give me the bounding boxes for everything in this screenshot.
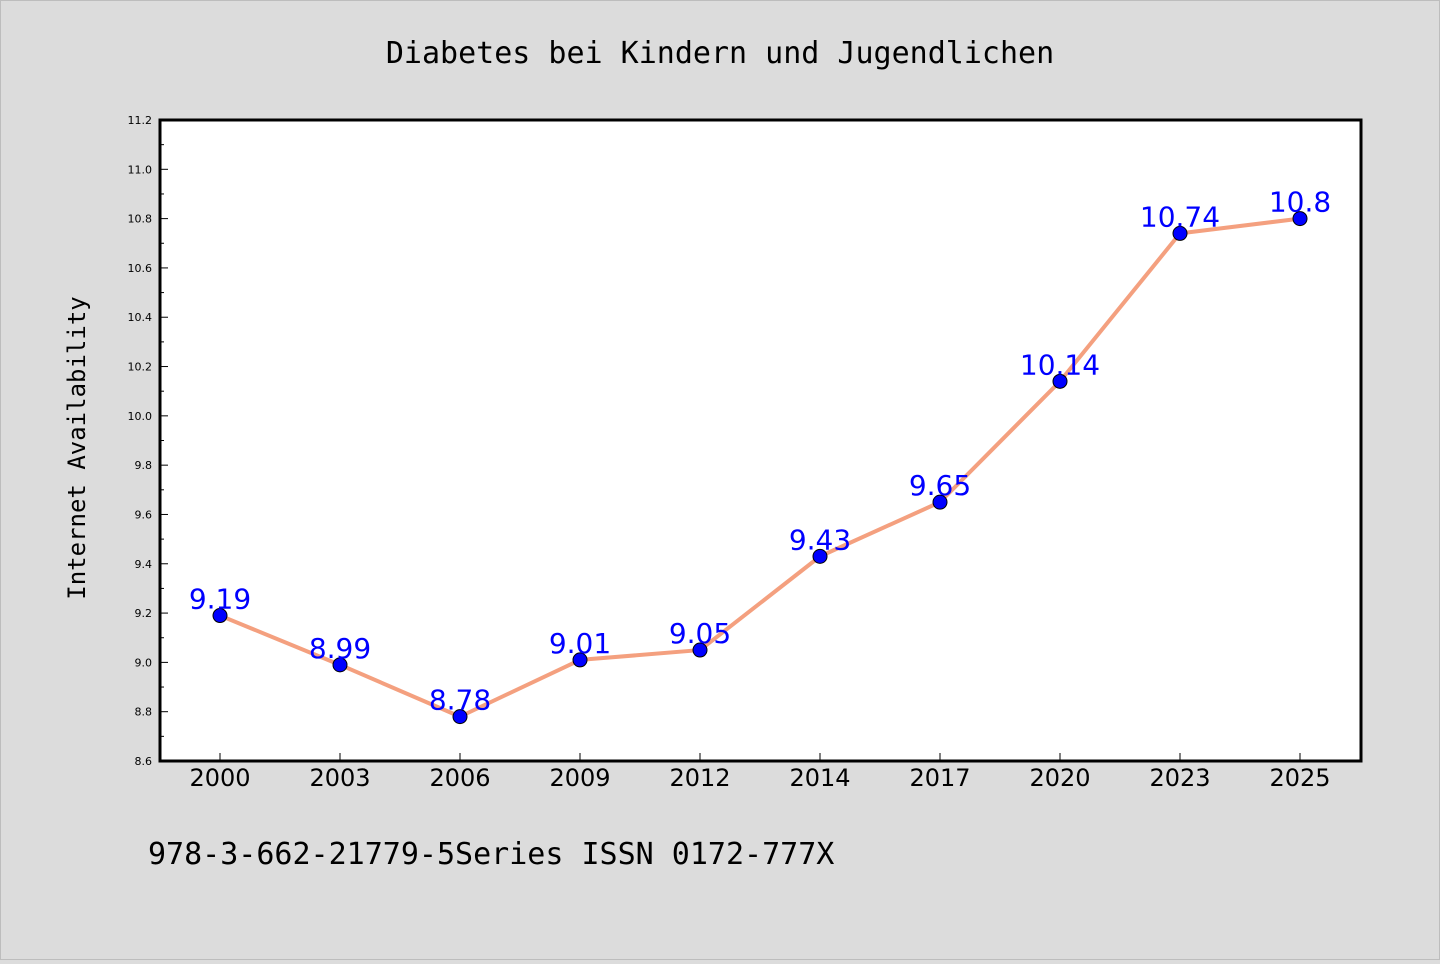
x-tick-label: 2009 [549,764,610,792]
y-axis: 8.6 8.8 9.0 9.2 9.4 9.6 9.8 10.0 10.2 10.4 10.6 10.… [128,114,168,768]
data-point-marker [212,608,228,624]
series-markers [212,211,1308,725]
series-line-segment [1178,216,1302,236]
x-tick-label: 2006 [429,764,490,792]
x-tick-label: 2023 [1149,764,1210,792]
data-point-marker [1172,225,1188,241]
data-labels: 9.19 8.99 8.78 9.01 9.05 9.43 9.65 10.14 10.74 10… [189,186,1331,717]
data-point-marker [572,652,588,668]
data-point-label: 9.05 [669,617,731,650]
y-tick-label: 10.8 [128,213,153,226]
y-tick-label: 9.6 [135,508,153,521]
chart-title: Diabetes bei Kindern und Jugendlichen [386,36,1054,71]
y-axis-label: Internet Availability [63,296,91,599]
series-line-segment [338,662,462,719]
data-point-label: 9.43 [789,523,851,556]
data-point-marker [332,657,348,673]
y-tick-label: 9.4 [135,558,153,571]
data-point-label: 10.8 [1269,186,1331,219]
data-point-marker [452,709,468,725]
x-tick-label: 2017 [909,764,970,792]
y-tick-label: 9.0 [135,656,153,669]
x-tick-label: 2014 [789,764,850,792]
y-tick-label: 11.0 [128,163,153,176]
x-axis: 2000 2003 2006 2009 2012 2014 2017 2020 2023 2025 [189,753,1331,792]
data-point-label: 9.19 [189,583,251,616]
series-line-segment [578,648,702,662]
data-point-label: 8.99 [309,632,371,665]
y-tick-label: 8.8 [135,706,153,719]
series-line-segment [218,613,342,667]
y-tick-label: 9.2 [135,607,153,620]
data-point-label: 10.14 [1020,348,1100,381]
data-point-marker [1052,373,1068,389]
data-point-label: 9.01 [549,627,611,660]
footer-isbn-text: 978-3-662-21779-5Series ISSN 0172-777X [148,837,834,872]
data-point-marker [692,642,708,658]
y-tick-label: 10.4 [128,311,153,324]
y-tick-label: 10.0 [128,410,153,423]
series-line-segment [458,657,582,719]
x-tick-label: 2000 [189,764,250,792]
series-lines [218,216,1302,719]
y-tick-label: 10.6 [128,262,153,275]
series-line-segment [698,554,822,653]
series-line-segment [1058,231,1182,384]
plot-area [158,118,1363,763]
x-tick-label: 2003 [309,764,370,792]
y-tick-label: 8.6 [135,755,153,768]
data-point-label: 9.65 [909,469,971,502]
x-tick-label: 2025 [1269,764,1330,792]
data-point-marker [932,494,948,510]
series-line-segment [818,500,942,559]
series-line-segment [938,379,1062,505]
y-tick-label: 9.8 [135,459,153,472]
data-point-marker [812,548,828,564]
data-point-label: 10.74 [1140,200,1220,233]
x-tick-label: 2012 [669,764,730,792]
y-tick-label: 11.2 [128,114,153,127]
data-point-marker [1292,211,1308,227]
data-point-label: 8.78 [429,684,491,717]
x-tick-label: 2020 [1029,764,1090,792]
y-tick-label: 10.2 [128,361,153,374]
